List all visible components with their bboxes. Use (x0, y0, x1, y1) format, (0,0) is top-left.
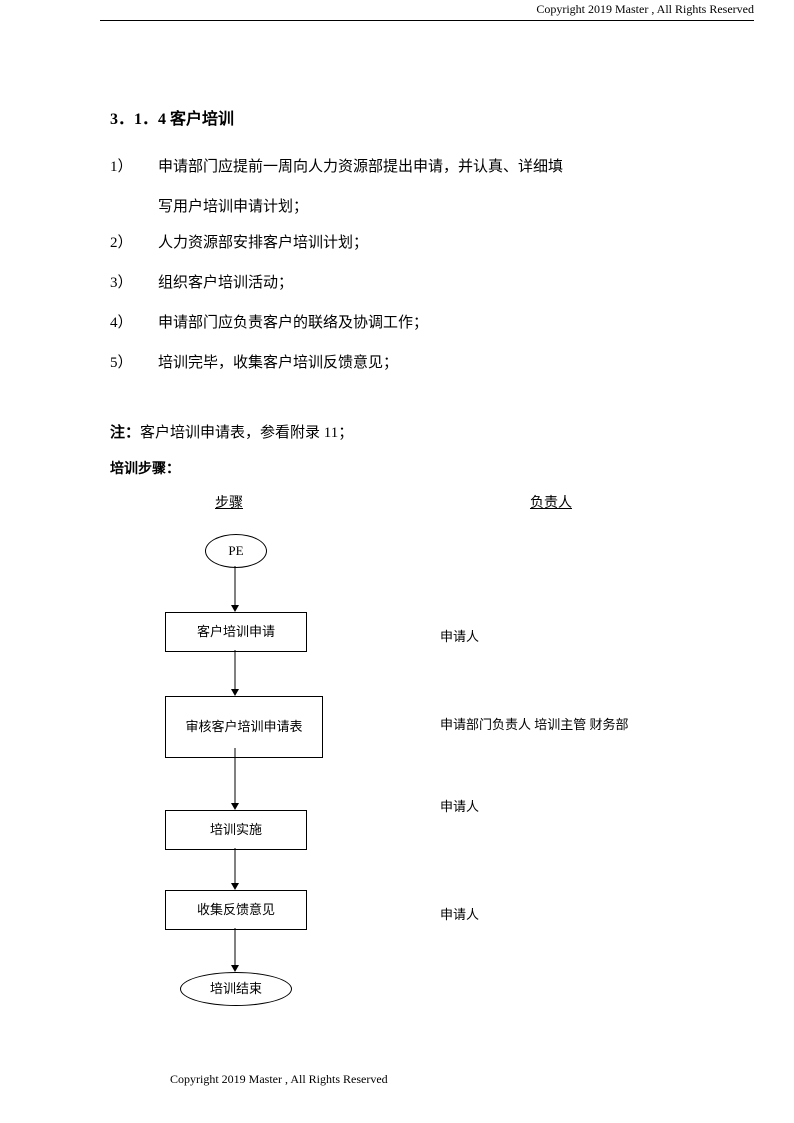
list-item-text: 人力资源部安排客户培训计划； (158, 235, 368, 251)
responsible-label: 申请人 (440, 796, 479, 815)
section-title: 3．1．4 客户培训 (110, 105, 734, 129)
flow-node-n3: 培训实施 (165, 810, 307, 850)
list-item-number: 1） (110, 149, 158, 185)
flow-node-n2: 审核客户培训申请表 (165, 696, 323, 758)
flow-node-label: 培训结束 (210, 980, 262, 998)
flow-node-label: PE (228, 542, 243, 560)
list-item-number: 5） (110, 345, 158, 381)
flow-node-label: 审核客户培训申请表 (185, 718, 302, 736)
flow-node-label: 客户培训申请 (197, 623, 275, 641)
list-item-text: 培训完毕，收集客户培训反馈意见； (158, 355, 398, 371)
flow-node-label: 收集反馈意见 (197, 901, 275, 919)
list-item-text: 申请部门应负责客户的联络及协调工作； (158, 315, 428, 331)
responsible-label: 申请人 (440, 904, 479, 923)
responsible-label: 申请部门负责人 培训主管 财务部 (440, 714, 629, 733)
column-header-responsible: 负责人 (530, 492, 572, 512)
document-content: 3．1．4 客户培训 1）申请部门应提前一周向人力资源部提出申请，并认真、详细填… (110, 105, 734, 1052)
list-item: 1）申请部门应提前一周向人力资源部提出申请，并认真、详细填 (110, 149, 734, 185)
header-divider (100, 20, 754, 21)
flow-node-n1: 客户培训申请 (165, 612, 307, 652)
list-item: 2）人力资源部安排客户培训计划； (110, 225, 734, 261)
header-copyright: Copyright 2019 Master , All Rights Reser… (536, 2, 754, 17)
note-text: 客户培训申请表，参看附录 11； (140, 425, 353, 441)
list-item-continuation: 写用户培训申请计划； (110, 189, 734, 225)
flow-node-label: 培训实施 (210, 821, 262, 839)
numbered-list: 1）申请部门应提前一周向人力资源部提出申请，并认真、详细填写用户培训申请计划；2… (110, 149, 734, 381)
list-item-number: 4） (110, 305, 158, 341)
list-item-text: 申请部门应提前一周向人力资源部提出申请，并认真、详细填 (158, 159, 563, 175)
list-item: 3）组织客户培训活动； (110, 265, 734, 301)
flow-connector (230, 566, 240, 612)
list-item-number: 2） (110, 225, 158, 261)
list-item: 4）申请部门应负责客户的联络及协调工作； (110, 305, 734, 341)
note-label: 注： (110, 425, 140, 441)
flow-connector (230, 650, 240, 696)
flow-node-end: 培训结束 (180, 972, 292, 1006)
flow-connector (230, 848, 240, 890)
flow-connector (230, 748, 240, 810)
flow-node-n4: 收集反馈意见 (165, 890, 307, 930)
list-item-number: 3） (110, 265, 158, 301)
list-item-text: 组织客户培训活动； (158, 275, 293, 291)
note-line: 注：客户培训申请表，参看附录 11； (110, 421, 734, 442)
steps-title: 培训步骤： (110, 458, 734, 478)
list-item: 5）培训完毕，收集客户培训反馈意见； (110, 345, 734, 381)
flow-connector (230, 928, 240, 972)
flow-node-start: PE (205, 534, 267, 568)
column-header-steps: 步骤 (215, 492, 243, 512)
flowchart: 步骤负责人PE客户培训申请审核客户培训申请表培训实施收集反馈意见培训结束申请人申… (110, 492, 730, 1052)
responsible-label: 申请人 (440, 626, 479, 645)
footer-copyright: Copyright 2019 Master , All Rights Reser… (170, 1072, 388, 1087)
